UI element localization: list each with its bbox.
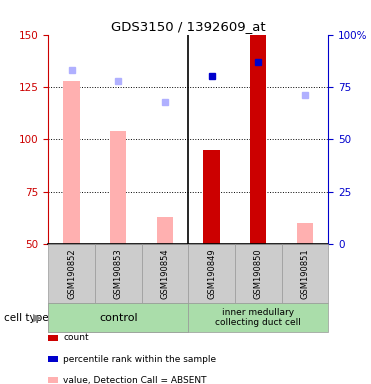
Bar	[297, 223, 313, 244]
Text: value, Detection Call = ABSENT: value, Detection Call = ABSENT	[63, 376, 207, 384]
Text: GSM190849: GSM190849	[207, 248, 216, 299]
Bar	[157, 217, 173, 244]
Bar	[110, 131, 127, 244]
Text: GSM190853: GSM190853	[114, 248, 123, 299]
Bar	[63, 81, 80, 244]
Bar	[250, 35, 266, 244]
Title: GDS3150 / 1392609_at: GDS3150 / 1392609_at	[111, 20, 266, 33]
Text: GSM190850: GSM190850	[254, 248, 263, 299]
Text: inner medullary
collecting duct cell: inner medullary collecting duct cell	[216, 308, 301, 328]
Text: ▶: ▶	[33, 313, 41, 323]
Bar	[203, 150, 220, 244]
Text: GSM190852: GSM190852	[67, 248, 76, 299]
Text: count: count	[63, 333, 89, 343]
Text: percentile rank within the sample: percentile rank within the sample	[63, 354, 216, 364]
Text: control: control	[99, 313, 138, 323]
Text: GSM190851: GSM190851	[301, 248, 309, 299]
Text: GSM190854: GSM190854	[160, 248, 170, 299]
Text: cell type: cell type	[4, 313, 48, 323]
